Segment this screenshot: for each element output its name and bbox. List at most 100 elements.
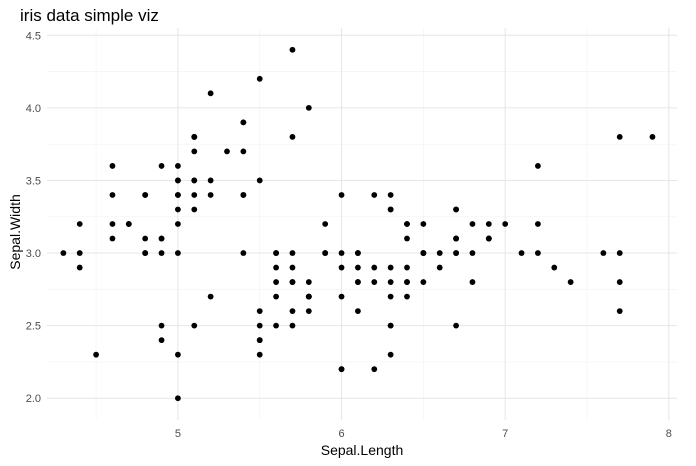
data-point	[256, 308, 263, 315]
data-point	[256, 337, 263, 344]
data-point	[453, 235, 459, 242]
data-point	[305, 279, 312, 285]
data-point	[175, 221, 181, 227]
x-axis-title: Sepal.Length	[321, 442, 404, 458]
data-point	[371, 279, 378, 285]
data-point	[240, 148, 247, 155]
data-point	[289, 133, 296, 140]
data-point	[240, 119, 247, 126]
data-point	[387, 293, 394, 300]
data-point	[175, 395, 181, 402]
data-point	[109, 221, 116, 227]
data-point	[535, 250, 541, 256]
data-point	[469, 279, 476, 285]
data-point	[453, 322, 459, 329]
data-point	[371, 264, 378, 271]
data-point	[453, 206, 459, 213]
data-point	[355, 250, 361, 256]
data-point	[109, 192, 116, 198]
data-point	[518, 250, 525, 256]
data-point	[469, 250, 476, 256]
data-point	[616, 250, 623, 256]
data-point	[158, 337, 165, 344]
x-tick-label: 7	[502, 428, 508, 440]
data-point	[338, 264, 345, 271]
y-axis-title: Sepal.Width	[7, 194, 23, 269]
data-point	[191, 192, 198, 198]
data-point	[616, 279, 623, 285]
y-tick-label: 2.0	[26, 393, 41, 405]
grid-lines	[47, 28, 677, 420]
data-point	[93, 351, 99, 358]
data-point	[175, 351, 181, 358]
data-point	[453, 250, 459, 256]
data-point	[616, 133, 623, 140]
data-point	[485, 235, 492, 242]
data-point	[256, 351, 263, 358]
data-point	[404, 221, 410, 227]
data-point	[240, 250, 247, 256]
data-point	[355, 264, 361, 271]
data-point	[404, 235, 410, 242]
x-tick-label: 5	[175, 428, 181, 440]
x-tick-label: 8	[666, 428, 672, 440]
data-point	[567, 279, 574, 285]
data-point	[142, 192, 149, 198]
data-point	[551, 264, 558, 271]
data-point	[273, 322, 279, 329]
data-point	[305, 293, 312, 300]
data-point	[142, 250, 149, 256]
data-point	[387, 192, 394, 198]
data-point	[371, 366, 378, 373]
data-point	[502, 221, 509, 227]
data-point	[207, 293, 214, 300]
y-tick-label: 4.5	[26, 30, 41, 42]
x-axis-ticks: 5 6 7 8	[175, 428, 672, 440]
y-tick-label: 2.5	[26, 321, 41, 333]
data-point	[142, 235, 149, 242]
data-point	[207, 90, 214, 97]
data-point	[338, 250, 345, 256]
data-point	[256, 322, 263, 329]
data-point	[191, 206, 198, 213]
data-point	[355, 279, 361, 285]
data-point	[289, 264, 296, 271]
data-point	[535, 163, 541, 169]
data-point	[175, 250, 181, 256]
data-point	[273, 293, 279, 300]
data-point	[322, 250, 329, 256]
data-point	[224, 148, 230, 155]
data-point	[158, 250, 165, 256]
data-point	[289, 250, 296, 256]
data-point	[387, 322, 394, 329]
data-point	[191, 322, 198, 329]
data-point	[125, 221, 132, 227]
data-point	[371, 192, 378, 198]
data-point	[240, 192, 247, 198]
data-point	[76, 221, 83, 227]
x-tick-label: 6	[338, 428, 344, 440]
data-point	[289, 279, 296, 285]
data-point	[404, 293, 410, 300]
y-tick-label: 3.0	[26, 248, 41, 260]
data-point	[273, 250, 279, 256]
data-point	[355, 308, 361, 315]
data-point	[387, 206, 394, 213]
data-point	[76, 264, 83, 271]
data-point	[175, 163, 181, 169]
data-point	[158, 163, 165, 169]
data-point	[322, 221, 329, 227]
data-point	[256, 75, 263, 82]
data-point	[469, 221, 476, 227]
y-tick-label: 3.5	[26, 175, 41, 187]
data-point	[420, 250, 427, 256]
data-points	[60, 46, 656, 402]
data-point	[289, 308, 296, 315]
data-point	[289, 322, 296, 329]
data-point	[600, 250, 607, 256]
data-point	[109, 163, 116, 169]
data-point	[158, 235, 165, 242]
data-point	[273, 264, 279, 271]
data-point	[191, 148, 198, 155]
